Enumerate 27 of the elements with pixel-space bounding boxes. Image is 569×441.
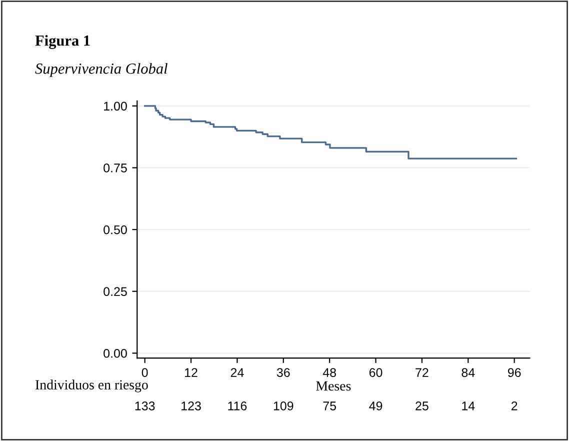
- text: 123: [182, 402, 201, 410]
- chart-subtitle: Supervivencia Global: [35, 63, 168, 77]
- y-tick-label: 1.00: [104, 102, 127, 111]
- text: 2: [511, 402, 518, 410]
- x-tick-label: 24: [230, 368, 244, 377]
- x-tick-label: 84: [462, 368, 475, 377]
- text: Individuos en riesgo: [36, 380, 148, 392]
- y-tick-label: 0.25: [104, 287, 127, 296]
- x-tick-label: 60: [369, 368, 382, 377]
- text: 75: [323, 402, 336, 410]
- x-tick-label: 48: [322, 368, 336, 377]
- chart-title: Figura 1: [35, 35, 90, 49]
- text: 109: [274, 402, 294, 410]
- text: 116: [228, 402, 247, 410]
- y-tick-label: 0.50: [104, 225, 127, 234]
- x-tick-label: 36: [276, 368, 290, 377]
- text: 133: [135, 402, 155, 410]
- text: 25: [416, 402, 428, 410]
- x-axis-title: Meses: [316, 381, 351, 391]
- x-tick-label: 72: [416, 368, 428, 377]
- x-tick-label: 0: [142, 368, 148, 377]
- text: 49: [369, 402, 382, 410]
- text: 14: [462, 402, 475, 410]
- x-tick-label: 12: [185, 368, 198, 377]
- y-tick-label: 0.00: [104, 348, 127, 358]
- x-tick-label: 96: [508, 368, 521, 377]
- y-tick-label: 0.75: [104, 164, 127, 172]
